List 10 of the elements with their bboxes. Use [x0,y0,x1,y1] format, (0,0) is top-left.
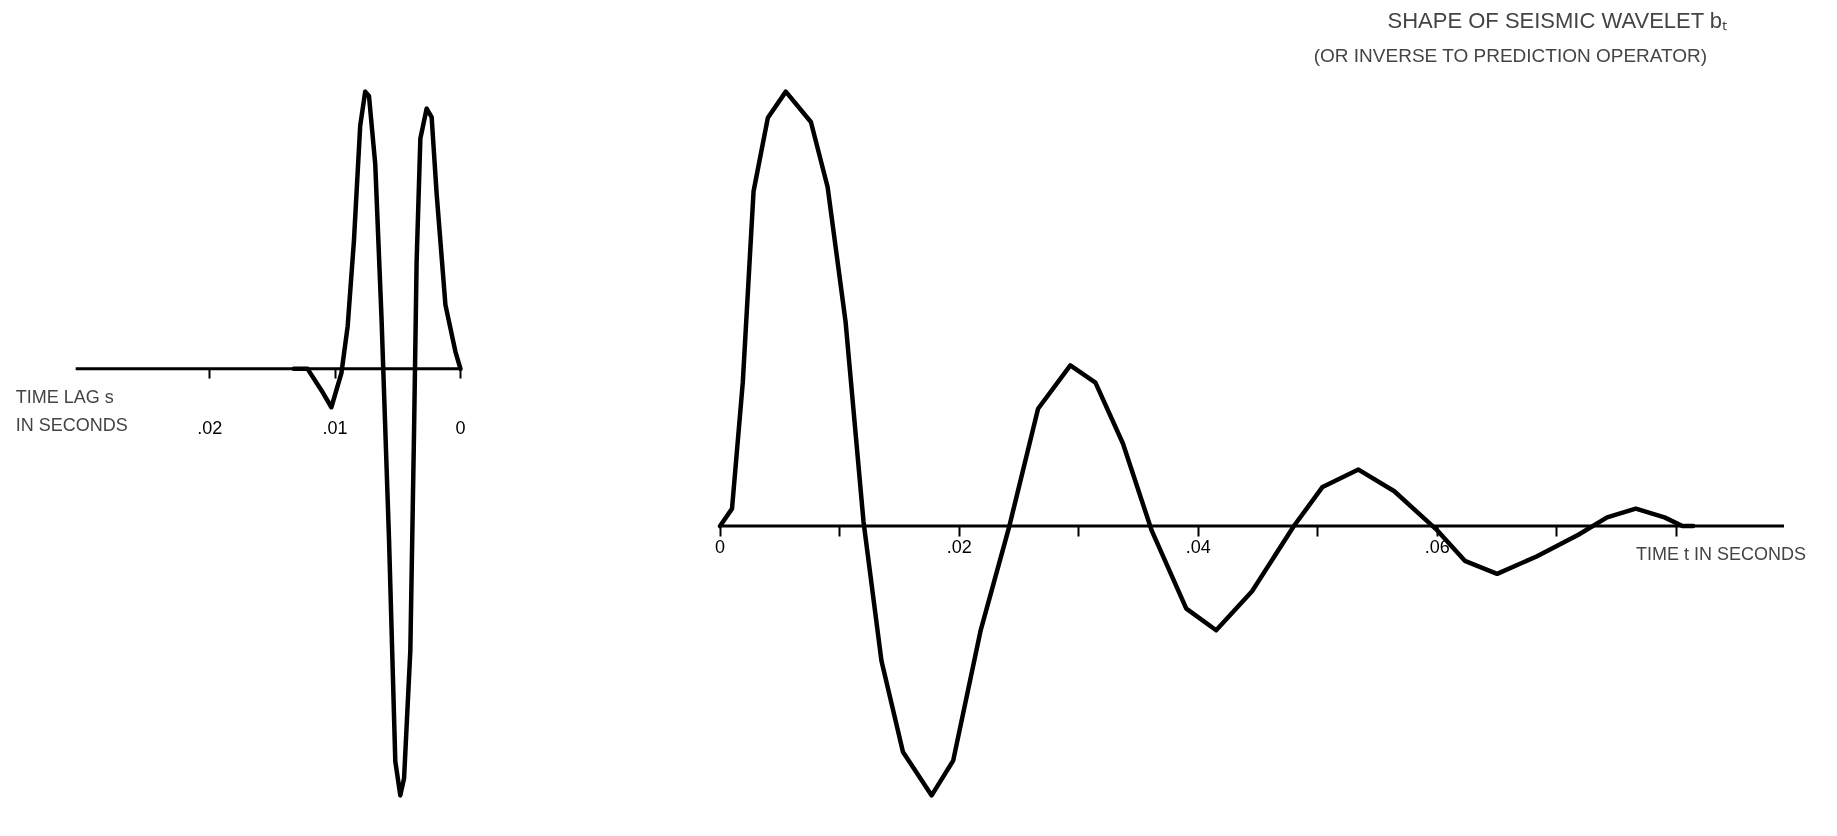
chart-subtitle: (OR INVERSE TO PREDICTION OPERATOR) [1313,44,1708,66]
x-tick-label: .02 [197,417,223,438]
x-tick-label: .02 [946,537,972,558]
x-tick-label: 0 [455,417,466,438]
chart-title: SHAPE OF SEISMIC WAVELET bₜ [1387,7,1728,33]
x-axis-title: TIME t IN SECONDS [1636,544,1807,565]
x-axis-title: TIME LAG s IN SECONDS [15,386,128,435]
x-tick-label: .01 [322,417,348,438]
x-tick-label: .04 [1185,537,1211,558]
x-tick-label: 0 [715,537,726,558]
